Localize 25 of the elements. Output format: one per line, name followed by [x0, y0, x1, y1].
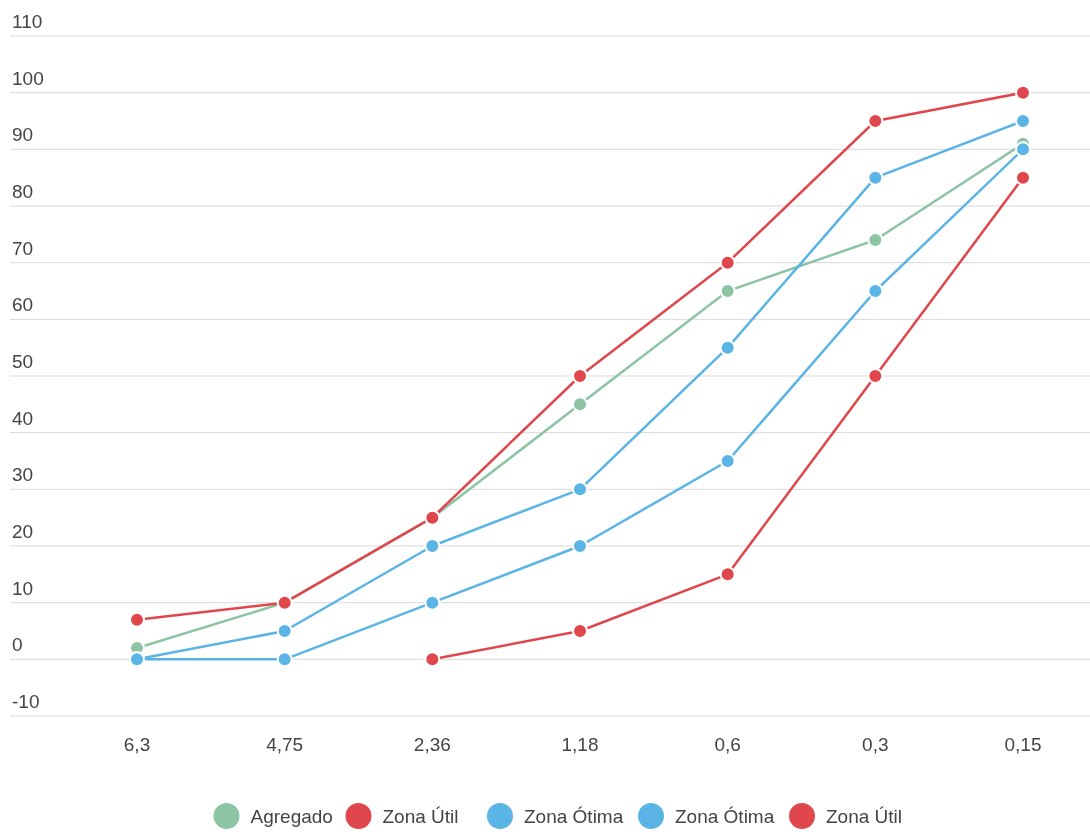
y-tick-label: 30 [12, 464, 34, 486]
y-tick-label: 70 [12, 237, 34, 259]
y-tick-label: 20 [12, 521, 34, 542]
y-tick-label: 10 [12, 577, 34, 599]
x-tick-label: 1,18 [561, 734, 599, 755]
y-tick-label: 90 [12, 124, 34, 146]
legend-label: Zona Ótima [524, 806, 624, 827]
legend-label: Zona Ótima [675, 806, 775, 827]
y-tick-label: -10 [12, 691, 40, 712]
y-tick-label: 110 [12, 11, 43, 32]
y-tick-label: 100 [12, 67, 44, 89]
y-tick-label: 40 [12, 407, 34, 429]
x-tick-label: 6,3 [123, 734, 151, 755]
legend-label: Zona Útil [382, 806, 459, 827]
legend-label: Zona Útil [826, 806, 903, 827]
y-tick-label: 80 [12, 181, 34, 202]
y-tick-label: 0 [12, 634, 23, 656]
y-tick-label: 50 [12, 351, 34, 372]
x-tick-label: 0,15 [1004, 734, 1042, 755]
legend-label: Agregado [250, 806, 333, 827]
y-tick-label: 60 [12, 294, 34, 316]
x-tick-label: 0,3 [862, 734, 889, 755]
x-tick-label: 2,36 [413, 734, 451, 755]
x-tick-label: 4,75 [266, 734, 304, 755]
x-tick-label: 0,6 [714, 734, 741, 755]
